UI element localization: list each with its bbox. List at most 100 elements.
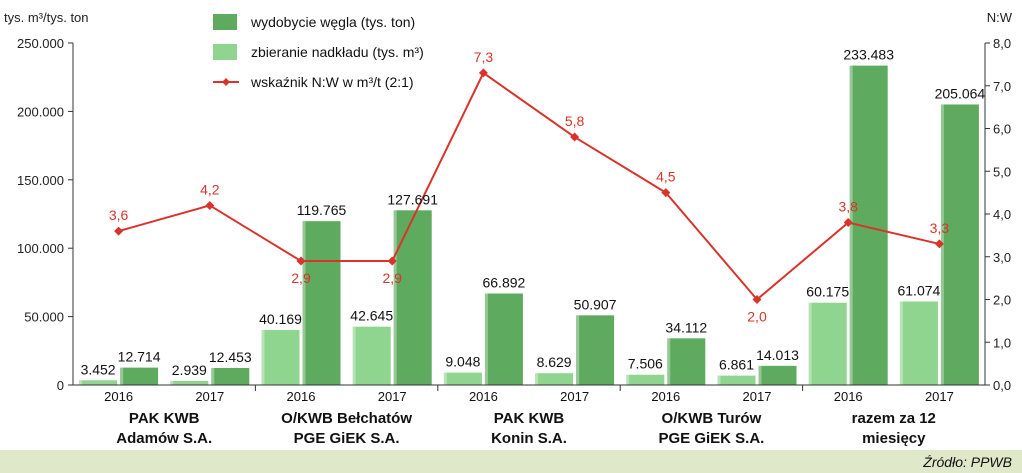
axes-layer: 0 50.000 100.000 150.000 200.000 250.000 0,0 1,… — [17, 36, 1011, 447]
bars-layer — [79, 65, 979, 386]
ratio-label: 3,3 — [930, 220, 950, 236]
bar-highlight — [443, 372, 447, 385]
bar-overburden-label: 61.074 — [897, 282, 940, 298]
source-note: Źródło: PPWB — [922, 454, 1012, 470]
bar-coal-label: 233.483 — [843, 47, 894, 63]
bar-overburden-label: 60.175 — [806, 284, 849, 300]
bar-highlight — [626, 374, 630, 385]
ratio-point — [661, 188, 671, 198]
legend-marker — [222, 78, 230, 86]
bar-highlight — [170, 380, 174, 385]
ratio-point — [570, 132, 580, 142]
year-label: 2017 — [195, 389, 224, 404]
bar-overburden-label: 6.861 — [719, 357, 754, 373]
ratio-label: 5,8 — [565, 113, 585, 129]
left-tick-label: 250.000 — [17, 36, 64, 51]
ratio-point — [114, 226, 124, 236]
ratio-point — [934, 239, 944, 249]
ratio-label: 2,9 — [382, 270, 402, 286]
group-label-line2: Konin S.A. — [491, 430, 567, 447]
year-label: 2016 — [469, 389, 498, 404]
bar-overburden-label: 2.939 — [172, 362, 207, 378]
bar-highlight — [667, 338, 671, 385]
ratio-label: 4,5 — [656, 169, 676, 185]
right-tick-label: 0,0 — [993, 378, 1011, 393]
left-tick-label: 200.000 — [17, 104, 64, 119]
year-label: 2017 — [743, 389, 772, 404]
bar-coal — [940, 104, 979, 386]
bar-coal-label: 12.714 — [118, 349, 161, 365]
group-label-line2: miesięcy — [862, 430, 926, 447]
bar-coal-label: 205.064 — [935, 85, 986, 101]
bar-overburden — [443, 372, 482, 385]
bar-coal-label: 34.112 — [665, 319, 707, 335]
group-label-line1: razem za 12 — [852, 410, 936, 427]
year-label: 2017 — [560, 389, 589, 404]
bar-coal — [576, 315, 615, 385]
right-tick-label: 1,0 — [993, 335, 1011, 350]
bar-overburden — [170, 380, 209, 385]
right-tick-label: 5,0 — [993, 164, 1011, 179]
bar-highlight — [393, 210, 397, 385]
year-label: 2016 — [834, 389, 863, 404]
legend: wydobycie węgla (tys. ton) zbieranie nadk… — [213, 14, 424, 90]
bar-highlight — [576, 315, 580, 385]
right-axis-unit: N:W — [987, 10, 1013, 25]
bar-overburden — [899, 301, 938, 385]
right-tick-label: 4,0 — [993, 207, 1011, 222]
right-tick-label: 2,0 — [993, 293, 1011, 308]
bar-highlight — [758, 365, 762, 385]
group-label-line2: PGE GiEK S.A. — [294, 430, 400, 447]
legend-swatch — [213, 44, 237, 60]
year-label: 2016 — [104, 389, 133, 404]
bar-coal — [849, 65, 888, 386]
ratio-point — [752, 295, 762, 304]
bar-coal-label: 66.892 — [482, 274, 525, 290]
ratio-label: 2,0 — [747, 309, 767, 325]
bar-highlight — [535, 373, 539, 385]
year-label: 2016 — [651, 389, 680, 404]
year-label: 2017 — [925, 389, 954, 404]
year-label: 2017 — [378, 389, 407, 404]
right-tick-label: 7,0 — [993, 79, 1011, 94]
ratio-line-layer — [114, 68, 944, 304]
bar-overburden — [261, 330, 300, 385]
bar-coal — [393, 210, 432, 385]
bar-highlight — [120, 367, 124, 385]
bar-coal-label: 119.765 — [297, 202, 347, 218]
year-label: 2016 — [287, 389, 316, 404]
legend-entry: zbieranie nadkładu (tys. m³) — [251, 44, 424, 60]
ratio-line — [118, 71, 940, 301]
bar-coal-label: 127.691 — [387, 191, 438, 207]
left-tick-label: 150.000 — [17, 173, 64, 188]
bar-overburden — [808, 302, 847, 385]
bar-coal-label: 14.013 — [756, 347, 799, 363]
bar-overburden — [79, 380, 118, 385]
bar-coal — [667, 338, 706, 385]
bar-coal — [120, 367, 159, 385]
group-label-line1: PAK KWB — [494, 410, 565, 427]
bar-coal — [211, 367, 250, 385]
ratio-point — [296, 256, 306, 266]
bar-highlight — [808, 302, 812, 385]
legend-swatch — [213, 14, 237, 30]
bar-highlight — [717, 375, 721, 385]
bar-overburden — [535, 373, 574, 385]
bar-overburden — [717, 375, 756, 385]
bar-highlight — [79, 380, 83, 385]
group-label-line2: Adamów S.A. — [116, 430, 212, 447]
group-label-line1: O/KWB Bełchatów — [281, 410, 412, 427]
bar-overburden-label: 8.629 — [537, 354, 572, 370]
bar-highlight — [261, 330, 265, 385]
right-tick-label: 6,0 — [993, 122, 1011, 137]
bar-overburden-label: 3.452 — [81, 361, 116, 377]
bar-overburden — [352, 326, 391, 385]
bar-coal-label: 12.453 — [209, 349, 252, 365]
bar-overburden-label: 9.048 — [445, 354, 480, 370]
footer-band — [0, 450, 1022, 473]
left-tick-label: 0 — [57, 378, 64, 393]
bar-coal-label: 50.907 — [574, 296, 617, 312]
bar-highlight — [899, 301, 903, 385]
